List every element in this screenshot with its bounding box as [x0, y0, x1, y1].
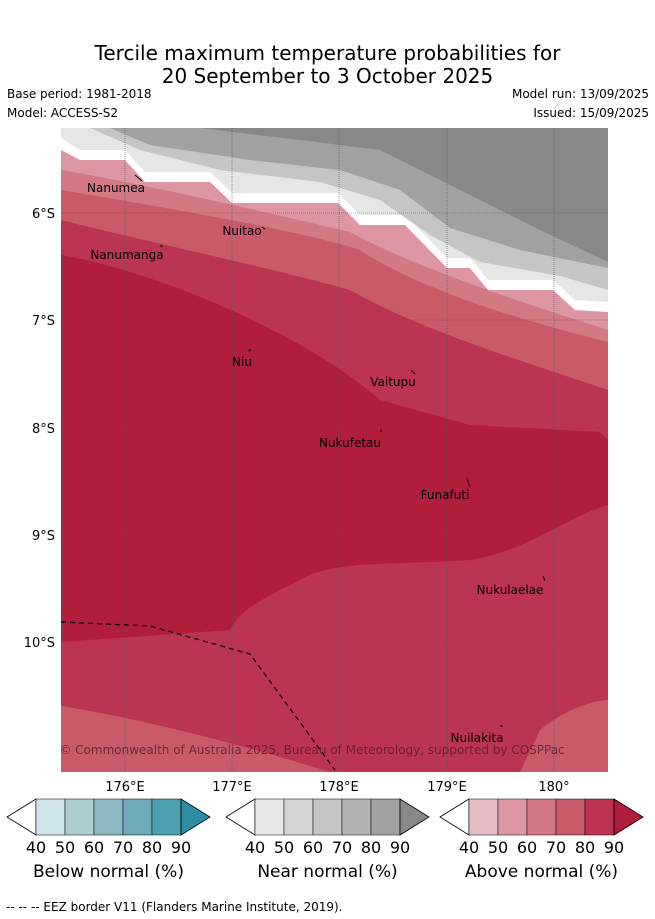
colorbar-tick-label: 60 — [84, 838, 104, 857]
colorbar-tick-label: 90 — [390, 838, 410, 857]
colorbar-segment — [151, 798, 182, 836]
colorbar-segment — [555, 798, 586, 836]
colorbar-segment — [341, 798, 372, 836]
place-nanumea: Nanumea — [87, 181, 145, 195]
colorbar-below-normal: 40 50 60 70 80 90 — [6, 798, 211, 857]
colorbar-segment — [64, 798, 95, 836]
colorbar-tick-label: 50 — [55, 838, 75, 857]
model-run: Model run: 13/09/2025 — [511, 87, 649, 101]
colorbar-segment — [497, 798, 528, 836]
place-niu: Niu — [232, 355, 252, 369]
island-outlines — [134, 174, 546, 727]
title-line-1: Tercile maximum temperature probabilitie… — [94, 41, 561, 65]
lat-label-10s: 10°S — [24, 636, 55, 651]
lon-label-176: 176°E — [105, 780, 145, 795]
lat-label-6s: 6°S — [32, 207, 55, 222]
lat-label-8s: 8°S — [32, 422, 55, 437]
copyright-watermark: © Commonwealth of Australia 2025, Bureau… — [59, 743, 564, 757]
model-name: Model: ACCESS-S2 — [7, 106, 119, 120]
colorbar-tick-label: 40 — [459, 838, 479, 857]
colorbar-high-extension — [180, 798, 211, 836]
colorbar-tick-label: 40 — [26, 838, 46, 857]
colorbar-segment — [468, 798, 499, 836]
colorbar-tick-label: 70 — [113, 838, 133, 857]
colorbar-tick-label: 80 — [361, 838, 381, 857]
eez-border — [60, 621, 336, 771]
place-funafuti: Funafuti — [421, 488, 470, 502]
colorbar-segment — [254, 798, 285, 836]
colorbar-tick-label: 80 — [142, 838, 162, 857]
colorbar-segment — [312, 798, 343, 836]
colorbar-low-extension — [439, 798, 470, 836]
colorbar-tick-label: 60 — [517, 838, 537, 857]
colorbar-tick-label: 90 — [171, 838, 191, 857]
colorbar-segment — [35, 798, 66, 836]
colorbar-tick-label: 90 — [604, 838, 624, 857]
colorbar-tick-label: 40 — [245, 838, 265, 857]
colorbar-segment — [122, 798, 153, 836]
colorbar-low-extension — [6, 798, 37, 836]
colorbar-segment — [584, 798, 615, 836]
colorbar-title-below: Below normal (%) — [33, 862, 184, 882]
map-fill — [61, 128, 608, 772]
colorbar-tick-label: 60 — [303, 838, 323, 857]
colorbar-tick-label: 70 — [332, 838, 352, 857]
colorbar-near-normal: 40 50 60 70 80 90 — [225, 798, 430, 857]
title-line-2: 20 September to 3 October 2025 — [161, 64, 494, 88]
place-nuilakita: Nuilakita — [451, 731, 504, 745]
lon-label-180: 180° — [538, 780, 569, 795]
place-nukufetau: Nukufetau — [319, 436, 381, 450]
lon-label-177: 177°E — [212, 780, 252, 795]
colorbar-title-above: Above normal (%) — [464, 862, 619, 882]
lat-label-9s: 9°S — [32, 529, 55, 544]
colorbar-above-normal: 40 50 60 70 80 90 — [439, 798, 644, 857]
colorbar-segment — [283, 798, 314, 836]
colorbar-tick-label: 80 — [575, 838, 595, 857]
lat-label-7s: 7°S — [32, 314, 55, 329]
colorbar-tick-label: 70 — [546, 838, 566, 857]
colorbar-title-near: Near normal (%) — [257, 862, 398, 882]
colorbar-high-extension — [613, 798, 644, 836]
colorbar-high-extension — [399, 798, 430, 836]
colorbar-tick-label: 50 — [274, 838, 294, 857]
colorbar-tick-label: 50 — [488, 838, 508, 857]
lon-label-179: 179°E — [427, 780, 467, 795]
issued-date: Issued: 15/09/2025 — [533, 106, 649, 120]
place-nuitao: Nuitao — [222, 224, 261, 238]
place-nukulaelae: Nukulaelae — [477, 583, 544, 597]
lon-label-178: 178°E — [319, 780, 359, 795]
colorbar-segment — [526, 798, 557, 836]
base-period: Base period: 1981-2018 — [7, 87, 152, 101]
place-nanumanga: Nanumanga — [90, 248, 163, 262]
colorbar-segment — [93, 798, 124, 836]
place-vaitupu: Vaitupu — [370, 375, 416, 389]
colorbar-segment — [370, 798, 401, 836]
colorbars: 40 50 60 70 80 90 40 50 60 70 80 90 40 50 60 70 80 90 — [6, 798, 644, 857]
colorbar-low-extension — [225, 798, 256, 836]
eez-legend-footer: -- -- -- EEZ border V11 (Flanders Marine… — [6, 900, 343, 914]
graticule — [61, 128, 608, 772]
